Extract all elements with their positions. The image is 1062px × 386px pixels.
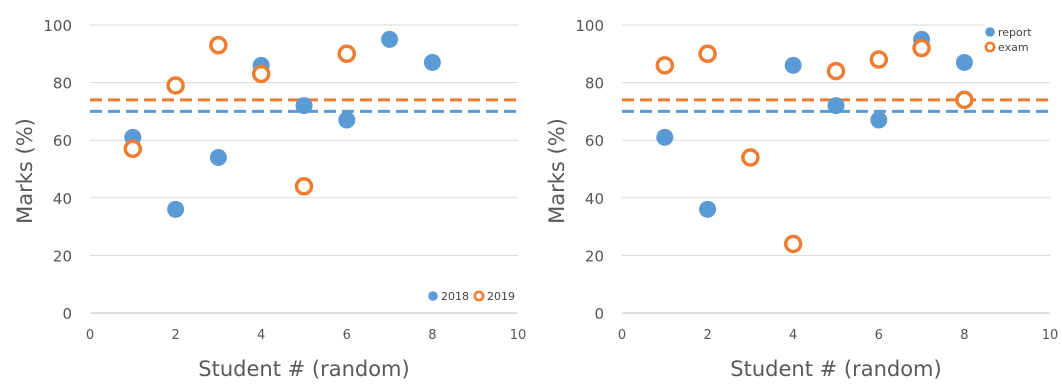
y-tick-label: 80: [53, 75, 72, 93]
y-tick-label: 0: [62, 305, 72, 323]
data-point-exam: [741, 148, 760, 167]
y-tick-label: 0: [594, 305, 604, 323]
legend-marker-2018: [428, 291, 438, 301]
legend-marker-report: [985, 27, 995, 37]
x-tick-label: 6: [875, 328, 883, 343]
chart-panel-1: 0 20 40 60 80 100 0 2 4 6 8 10 Student # (random) Mar…: [13, 17, 526, 381]
y-tick-label: 60: [53, 132, 72, 150]
data-point-2019: [166, 76, 185, 95]
y-tick-label: 20: [53, 247, 72, 265]
data-point-2018: [338, 111, 356, 129]
data-point-exam: [783, 234, 803, 254]
data-point-2019: [337, 44, 357, 64]
x-tick-label: 4: [257, 328, 265, 343]
data-point-2018: [295, 97, 313, 115]
y-axis-title: Marks (%): [13, 118, 37, 224]
x-tick-label: 8: [960, 328, 968, 343]
x-tick-label: 0: [86, 328, 94, 343]
legend-marker-exam: [984, 41, 996, 53]
data-point-2019: [123, 139, 143, 159]
data-point-report: [699, 200, 717, 218]
data-point-2018: [423, 53, 441, 71]
data-point-2019: [251, 64, 271, 84]
data-point-2019: [294, 177, 314, 196]
legend: 2018 2019: [424, 283, 516, 309]
x-axis-title: Student # (random): [730, 357, 941, 381]
data-point-2018: [381, 30, 399, 48]
data-point-exam: [869, 50, 889, 69]
data-point-report: [656, 128, 674, 146]
x-tick-label: 6: [343, 328, 351, 343]
x-tick-label: 2: [171, 328, 179, 343]
y-tick-label: 20: [585, 247, 604, 265]
data-point-exam: [698, 44, 717, 64]
data-point-exam: [655, 56, 675, 75]
chart-panel-2: 0 20 40 60 80 100 0 2 4 6 8 10 Student # (random) Mar…: [545, 17, 1058, 381]
x-tick-label: 10: [1042, 328, 1059, 343]
data-point-2019: [209, 35, 228, 55]
x-axis-title: Student # (random): [198, 357, 409, 381]
y-axis-title: Marks (%): [545, 118, 569, 224]
y-tick-label: 100: [575, 17, 604, 35]
legend: report exam: [984, 24, 1050, 58]
data-point-report: [870, 111, 888, 129]
legend-box: [424, 283, 516, 309]
y-tick-label: 100: [43, 17, 72, 35]
data-point-report: [827, 97, 845, 115]
x-tick-label: 4: [789, 328, 797, 343]
y-tick-label: 60: [585, 132, 604, 150]
x-tick-label: 0: [618, 328, 626, 343]
data-point-report: [955, 53, 973, 71]
x-tick-label: 10: [510, 328, 527, 343]
y-tick-label: 40: [585, 190, 604, 208]
data-point-exam: [826, 61, 846, 81]
x-tick-label: 8: [428, 328, 436, 343]
data-point-exam: [955, 90, 974, 110]
x-tick-label: 2: [703, 328, 711, 343]
legend-marker-2019: [473, 290, 485, 302]
y-tick-label: 80: [585, 75, 604, 93]
legend-label-report: report: [998, 26, 1032, 39]
legend-box: [984, 24, 1050, 58]
data-point-2018: [167, 200, 185, 218]
legend-label-2018: 2018: [441, 290, 469, 303]
legend-label-exam: exam: [998, 41, 1029, 54]
y-tick-label: 40: [53, 190, 72, 208]
legend-label-2019: 2019: [487, 290, 515, 303]
data-point-report: [784, 56, 802, 74]
data-point-exam: [912, 38, 931, 58]
data-point-2018: [209, 148, 227, 166]
